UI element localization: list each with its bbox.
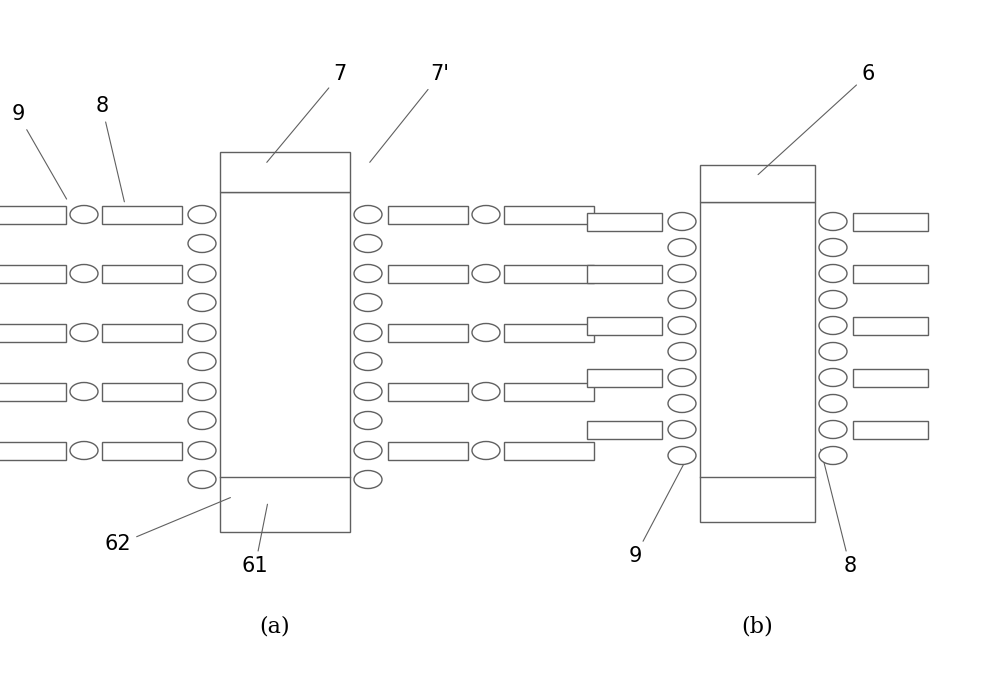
- Ellipse shape: [354, 411, 382, 429]
- Ellipse shape: [472, 264, 500, 283]
- Bar: [853, 421, 928, 439]
- Bar: [587, 213, 662, 230]
- Ellipse shape: [668, 316, 696, 334]
- Ellipse shape: [819, 264, 847, 283]
- Bar: [504, 382, 594, 400]
- Bar: [388, 264, 468, 283]
- Ellipse shape: [70, 205, 98, 223]
- Ellipse shape: [819, 369, 847, 386]
- Text: 9: 9: [11, 104, 67, 199]
- Ellipse shape: [668, 291, 696, 308]
- Ellipse shape: [668, 343, 696, 361]
- Bar: [220, 192, 350, 532]
- Bar: [700, 201, 815, 522]
- Bar: [504, 205, 594, 223]
- Ellipse shape: [188, 470, 216, 489]
- Text: 7': 7': [370, 65, 450, 162]
- Text: (a): (a): [260, 616, 290, 637]
- Ellipse shape: [472, 382, 500, 400]
- Ellipse shape: [354, 470, 382, 489]
- Bar: [0, 205, 66, 223]
- Ellipse shape: [819, 394, 847, 413]
- Bar: [102, 324, 182, 341]
- Bar: [700, 164, 815, 201]
- Ellipse shape: [472, 324, 500, 341]
- Text: 61: 61: [242, 504, 268, 577]
- Text: 9: 9: [628, 449, 692, 567]
- Text: 7: 7: [267, 65, 347, 162]
- Ellipse shape: [819, 446, 847, 464]
- Ellipse shape: [354, 264, 382, 283]
- Bar: [102, 264, 182, 283]
- Ellipse shape: [819, 238, 847, 256]
- Ellipse shape: [188, 382, 216, 400]
- Ellipse shape: [70, 441, 98, 460]
- Ellipse shape: [668, 394, 696, 413]
- Bar: [0, 382, 66, 400]
- Text: 8: 8: [95, 96, 124, 202]
- Bar: [504, 441, 594, 460]
- Bar: [102, 205, 182, 223]
- Ellipse shape: [188, 441, 216, 460]
- Ellipse shape: [188, 234, 216, 252]
- Ellipse shape: [70, 324, 98, 341]
- Ellipse shape: [819, 343, 847, 361]
- Ellipse shape: [668, 446, 696, 464]
- Bar: [587, 316, 662, 334]
- Ellipse shape: [354, 234, 382, 252]
- Bar: [388, 205, 468, 223]
- Ellipse shape: [819, 421, 847, 439]
- Ellipse shape: [819, 213, 847, 230]
- Ellipse shape: [668, 369, 696, 386]
- Ellipse shape: [472, 441, 500, 460]
- Bar: [388, 324, 468, 341]
- Bar: [102, 441, 182, 460]
- Bar: [220, 151, 350, 192]
- Ellipse shape: [354, 441, 382, 460]
- Ellipse shape: [354, 293, 382, 312]
- Bar: [853, 264, 928, 283]
- Ellipse shape: [188, 353, 216, 371]
- Text: 62: 62: [105, 497, 230, 555]
- Ellipse shape: [354, 382, 382, 400]
- Ellipse shape: [668, 238, 696, 256]
- Ellipse shape: [188, 324, 216, 341]
- Ellipse shape: [188, 411, 216, 429]
- Bar: [587, 369, 662, 386]
- Bar: [102, 382, 182, 400]
- Bar: [853, 369, 928, 386]
- Ellipse shape: [668, 213, 696, 230]
- Ellipse shape: [354, 353, 382, 371]
- Ellipse shape: [819, 291, 847, 308]
- Bar: [853, 213, 928, 230]
- Ellipse shape: [70, 382, 98, 400]
- Ellipse shape: [668, 264, 696, 283]
- Bar: [0, 324, 66, 341]
- Ellipse shape: [819, 316, 847, 334]
- Bar: [853, 316, 928, 334]
- Ellipse shape: [668, 421, 696, 439]
- Ellipse shape: [354, 324, 382, 341]
- Bar: [504, 324, 594, 341]
- Bar: [504, 264, 594, 283]
- Ellipse shape: [354, 205, 382, 223]
- Bar: [587, 264, 662, 283]
- Text: 8: 8: [821, 449, 857, 577]
- Bar: [587, 421, 662, 439]
- Ellipse shape: [188, 293, 216, 312]
- Bar: [388, 382, 468, 400]
- Ellipse shape: [188, 264, 216, 283]
- Text: (b): (b): [741, 616, 773, 637]
- Bar: [0, 264, 66, 283]
- Bar: [388, 441, 468, 460]
- Ellipse shape: [70, 264, 98, 283]
- Text: 6: 6: [758, 65, 875, 174]
- Ellipse shape: [472, 205, 500, 223]
- Bar: [0, 441, 66, 460]
- Ellipse shape: [188, 205, 216, 223]
